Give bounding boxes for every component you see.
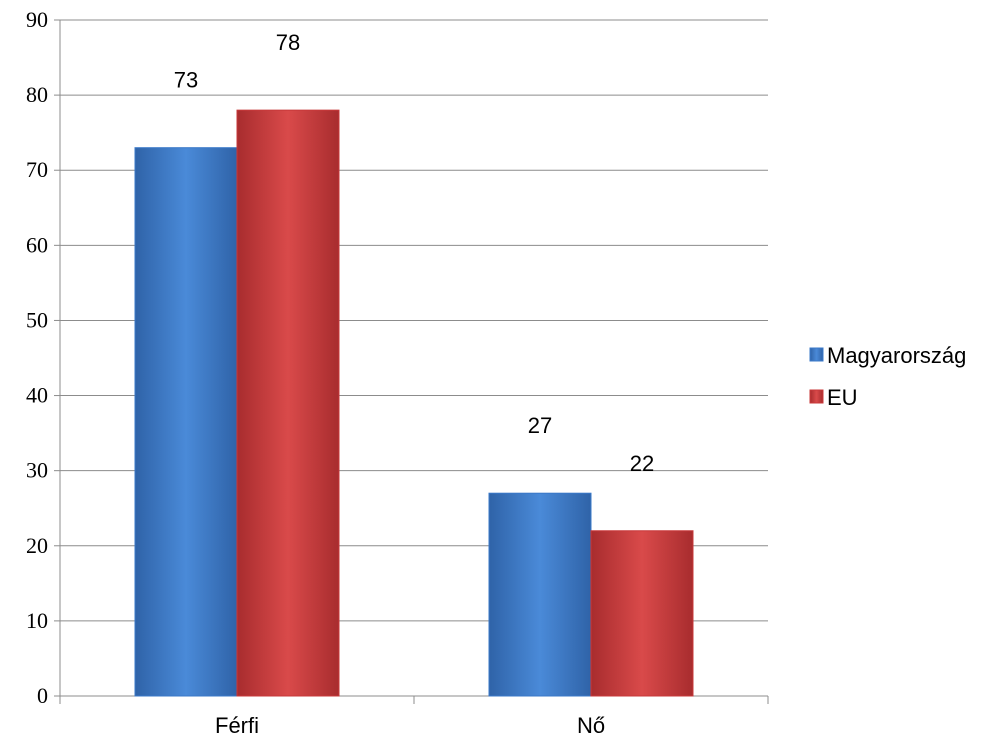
data-label: 73: [174, 68, 198, 93]
y-tick-label: 60: [26, 232, 48, 257]
bar: [489, 493, 591, 696]
y-tick-label: 80: [26, 82, 48, 107]
legend-swatch: [810, 390, 823, 403]
data-label: 22: [630, 451, 654, 476]
bar: [591, 531, 693, 696]
data-label: 78: [276, 30, 300, 55]
y-tick-label: 20: [26, 533, 48, 558]
x-tick-label: Nő: [577, 713, 605, 738]
y-tick-label: 30: [26, 458, 48, 483]
legend: Magyarország EU: [810, 343, 966, 410]
y-tick-label: 40: [26, 383, 48, 408]
bar: [135, 148, 237, 696]
y-tick-label: 10: [26, 608, 48, 633]
y-tick-label: 70: [26, 157, 48, 182]
data-label: 27: [528, 413, 552, 438]
y-tick-label: 90: [26, 7, 48, 32]
y-tick-label: 0: [37, 683, 48, 708]
y-tick-label: 50: [26, 307, 48, 332]
bars: [135, 110, 693, 696]
bar: [237, 110, 339, 696]
x-tick-label: Férfi: [215, 713, 259, 738]
legend-swatch: [810, 348, 823, 361]
legend-label: EU: [827, 385, 858, 410]
legend-label: Magyarország: [827, 343, 966, 368]
